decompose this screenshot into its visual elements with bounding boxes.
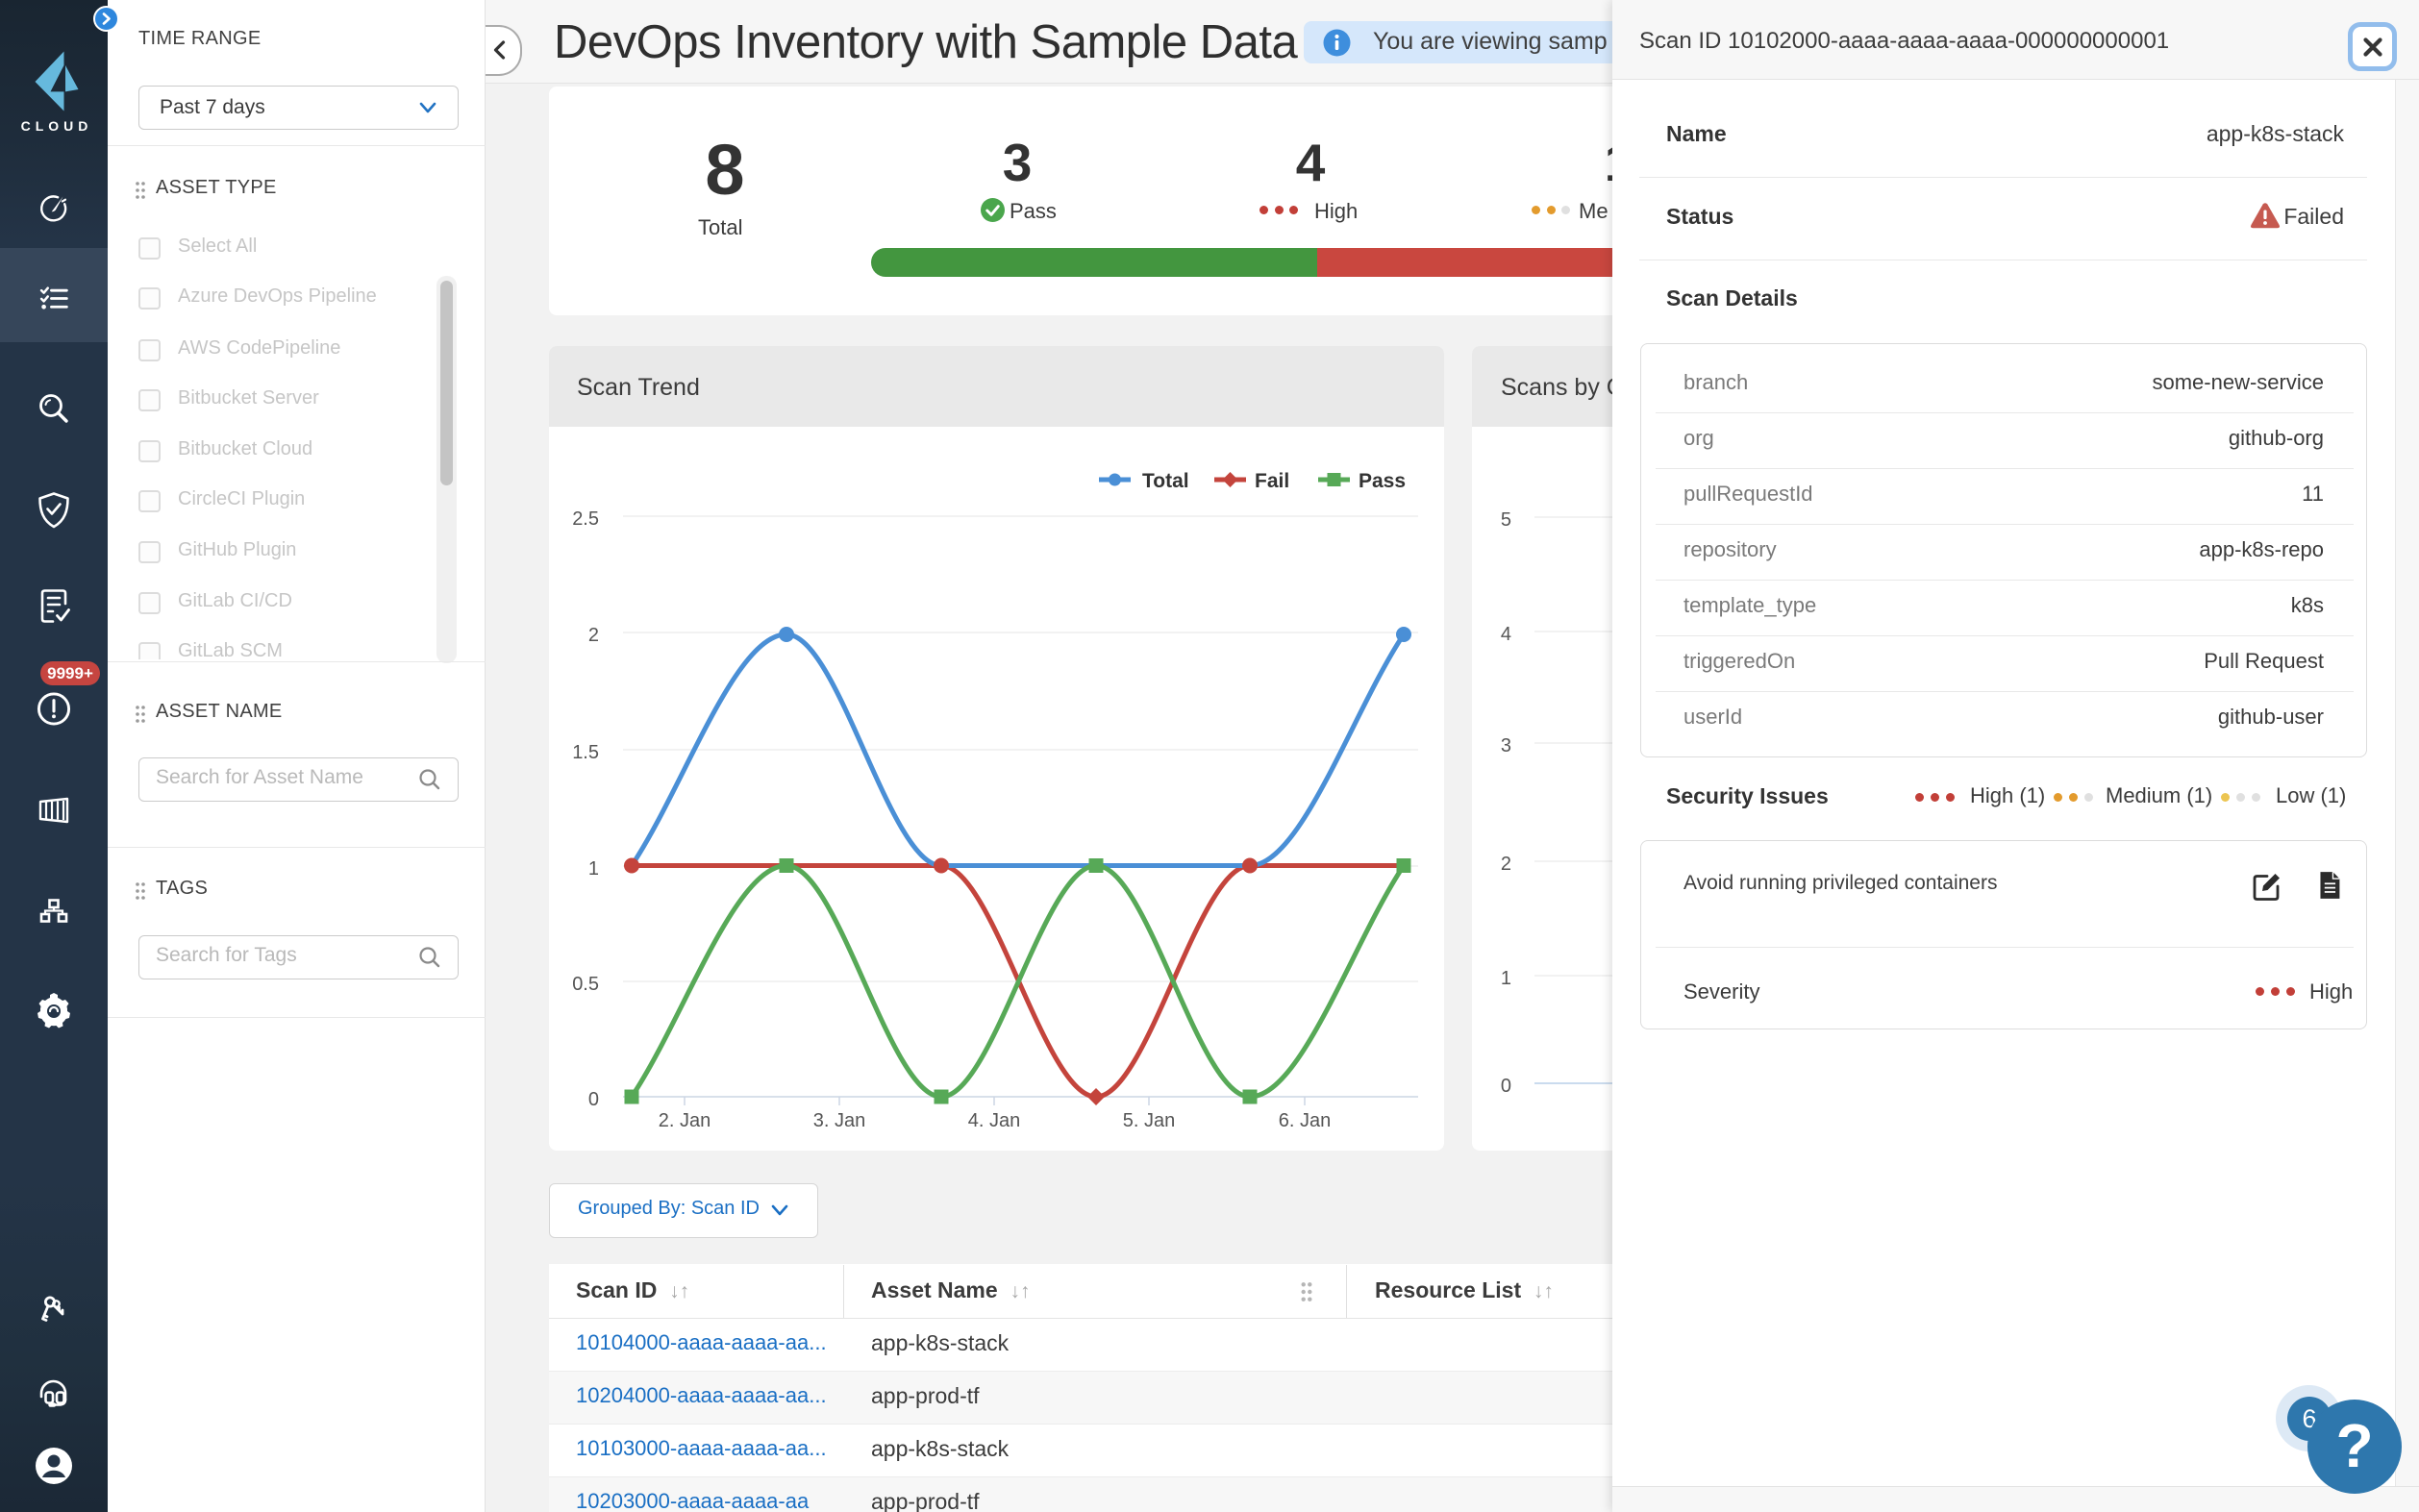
svg-text:0.5: 0.5 (572, 974, 599, 995)
svg-text:5. Jan: 5. Jan (1123, 1110, 1175, 1131)
svg-text:0: 0 (1501, 1076, 1511, 1097)
svg-text:2: 2 (588, 625, 599, 646)
svg-text:4: 4 (1501, 624, 1511, 645)
svg-text:3: 3 (1501, 735, 1511, 756)
svg-text:3. Jan: 3. Jan (813, 1110, 865, 1131)
svg-text:1: 1 (1501, 968, 1511, 989)
svg-text:2.5: 2.5 (572, 508, 599, 530)
svg-text:4. Jan: 4. Jan (968, 1110, 1020, 1131)
svg-text:0: 0 (588, 1089, 599, 1110)
svg-text:Fail: Fail (1255, 470, 1289, 492)
svg-text:1: 1 (588, 858, 599, 880)
svg-text:Total: Total (1142, 470, 1189, 492)
svg-text:5: 5 (1501, 509, 1511, 531)
svg-text:2. Jan: 2. Jan (659, 1110, 711, 1131)
svg-text:2: 2 (1501, 854, 1511, 875)
svg-text:6. Jan: 6. Jan (1279, 1110, 1331, 1131)
svg-text:1.5: 1.5 (572, 742, 599, 763)
svg-text:Pass: Pass (1359, 470, 1406, 492)
